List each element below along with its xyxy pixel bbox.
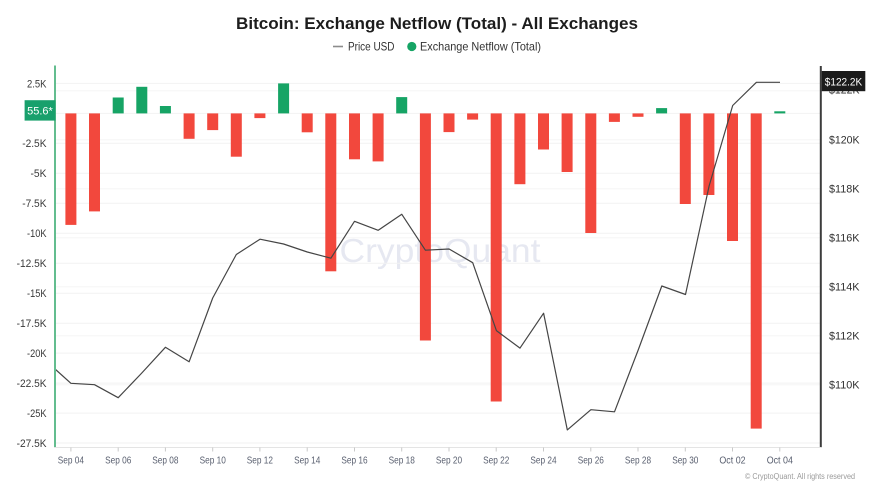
svg-text:Sep 28: Sep 28 xyxy=(625,455,651,466)
svg-text:© CryptoQuant. All rights rese: © CryptoQuant. All rights reserved xyxy=(745,472,855,481)
svg-text:Sep 16: Sep 16 xyxy=(341,455,367,466)
svg-text:$118K: $118K xyxy=(829,184,860,196)
svg-text:$120K: $120K xyxy=(829,135,860,147)
svg-text:Sep 12: Sep 12 xyxy=(247,455,273,466)
svg-text:Oct 02: Oct 02 xyxy=(719,455,745,466)
svg-text:Sep 14: Sep 14 xyxy=(294,455,320,466)
svg-text:$114K: $114K xyxy=(829,282,860,294)
svg-text:-20K: -20K xyxy=(27,348,47,360)
svg-text:-17.5K: -17.5K xyxy=(17,318,47,330)
svg-text:2.5K: 2.5K xyxy=(27,78,47,90)
svg-text:Sep 10: Sep 10 xyxy=(200,455,226,466)
svg-text:-5K: -5K xyxy=(31,168,48,180)
svg-text:$122.2K: $122.2K xyxy=(825,76,863,88)
svg-text:55.6*: 55.6* xyxy=(27,106,53,118)
svg-text:-27.5K: -27.5K xyxy=(17,438,47,450)
svg-text:-7.5K: -7.5K xyxy=(22,198,47,210)
svg-text:-2.5K: -2.5K xyxy=(22,138,47,150)
svg-text:CryptoQuant: CryptoQuant xyxy=(340,233,542,270)
svg-text:Exchange Netflow (Total): Exchange Netflow (Total) xyxy=(420,40,541,53)
svg-text:Sep 24: Sep 24 xyxy=(530,455,556,466)
svg-text:$112K: $112K xyxy=(829,331,860,343)
svg-text:Price USD: Price USD xyxy=(348,40,395,53)
svg-text:Sep 22: Sep 22 xyxy=(483,455,509,466)
svg-text:-25K: -25K xyxy=(27,408,47,420)
svg-text:$116K: $116K xyxy=(829,233,860,245)
svg-text:Sep 06: Sep 06 xyxy=(105,455,131,466)
svg-text:Oct 04: Oct 04 xyxy=(767,455,793,466)
svg-text:Sep 26: Sep 26 xyxy=(578,455,604,466)
svg-text:-12.5K: -12.5K xyxy=(17,258,47,270)
svg-text:Sep 18: Sep 18 xyxy=(389,455,415,466)
svg-text:Sep 08: Sep 08 xyxy=(152,455,178,466)
svg-text:Sep 04: Sep 04 xyxy=(58,455,84,466)
svg-text:$110K: $110K xyxy=(829,380,860,392)
svg-text:-22.5K: -22.5K xyxy=(17,378,47,390)
svg-text:-15K: -15K xyxy=(27,288,47,300)
svg-text:Bitcoin: Exchange Netflow (Tot: Bitcoin: Exchange Netflow (Total) - All … xyxy=(236,14,638,33)
svg-text:Sep 20: Sep 20 xyxy=(436,455,462,466)
svg-text:-10K: -10K xyxy=(27,228,47,240)
svg-text:Sep 30: Sep 30 xyxy=(672,455,698,466)
